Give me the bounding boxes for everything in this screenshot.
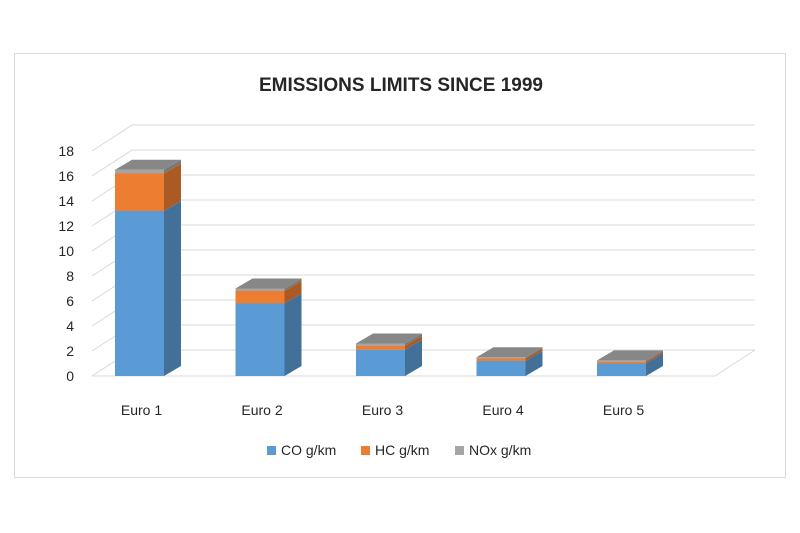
y-tick-label: 6 [66, 293, 74, 309]
bar-segment [356, 336, 422, 350]
y-tick-label: 8 [66, 268, 74, 284]
bar-side [164, 163, 181, 211]
bar-segment [597, 351, 663, 364]
bar-segment [597, 350, 663, 362]
bar-side [646, 351, 663, 364]
y-tick-label: 2 [66, 343, 74, 359]
legend-swatch [267, 446, 276, 455]
bar-front [115, 211, 164, 376]
bar-side [525, 347, 543, 359]
gridline-side [91, 149, 133, 177]
bar-front [597, 360, 646, 362]
bar-side [525, 348, 543, 361]
chart-frame: EMISSIONS LIMITS SINCE 1999 0 2 4 6 8 10 12 14 1… [14, 53, 786, 478]
chart-title: EMISSIONS LIMITS SINCE 1999 [259, 75, 543, 96]
bar-side [284, 278, 302, 291]
chart-svg: EMISSIONS LIMITS SINCE 1999 0 2 4 6 8 10 12 14 1… [58, 75, 756, 458]
x-category-label: Euro 1 [121, 402, 162, 418]
bar-segment [356, 339, 422, 376]
legend-swatch [455, 446, 464, 455]
bar-side [646, 353, 663, 376]
y-tick-label: 18 [58, 143, 74, 159]
bar-segment [115, 163, 181, 211]
bar-side [164, 201, 181, 376]
x-category-label: Euro 4 [482, 402, 523, 418]
bar-front [235, 288, 285, 291]
bar-segment [476, 351, 543, 376]
x-category-label: Euro 5 [603, 402, 644, 418]
x-axis-categories: Euro 1 Euro 2 Euro 3 Euro 4 Euro 5 [121, 402, 644, 418]
bar-side [405, 333, 422, 346]
y-axis-ticks: 0 2 4 6 8 10 12 14 16 18 [58, 143, 74, 384]
bar-front [476, 357, 526, 359]
y-tick-label: 16 [58, 168, 74, 184]
bar-front [597, 361, 646, 364]
gridlines [91, 124, 756, 377]
bar-front [476, 361, 526, 376]
bar-top [356, 333, 422, 344]
bar-top [476, 347, 543, 358]
bar-front [235, 303, 285, 376]
bar-front [356, 349, 405, 376]
legend-label: CO g/km [281, 442, 336, 458]
legend-swatch [361, 446, 370, 455]
bar-front [235, 291, 285, 304]
bar-front [476, 358, 526, 361]
bar-front [356, 343, 405, 346]
legend: CO g/km HC g/km NOx g/km [267, 442, 531, 458]
bar-side [284, 293, 302, 376]
y-tick-label: 0 [66, 368, 74, 384]
bar-side [164, 159, 181, 174]
bar-segment [235, 293, 302, 376]
legend-label: HC g/km [375, 442, 429, 458]
x-category-label: Euro 3 [362, 402, 403, 418]
bar-segment [356, 333, 422, 346]
bar-top [115, 159, 181, 170]
bar-side [405, 336, 422, 350]
bar-front [115, 173, 164, 211]
bar-side [284, 281, 302, 304]
bar-side [646, 350, 663, 362]
bar-segment [235, 281, 302, 304]
bar-segment [597, 353, 663, 376]
bar-segment [235, 278, 302, 291]
legend-label: NOx g/km [469, 442, 531, 458]
bar-segment [115, 201, 181, 376]
bar-side [405, 339, 422, 376]
y-tick-label: 10 [58, 243, 74, 259]
floor-edge-side [714, 349, 756, 377]
bar-front [356, 346, 405, 350]
bar-front [597, 363, 646, 376]
bar-segment [476, 348, 543, 361]
y-tick-label: 4 [66, 318, 74, 334]
bar-side [525, 351, 543, 376]
y-tick-label: 12 [58, 218, 74, 234]
bar-top [235, 278, 302, 289]
gridline-side [91, 124, 133, 152]
x-category-label: Euro 2 [241, 402, 282, 418]
bars [115, 159, 663, 376]
bar-top [597, 350, 663, 361]
bar-segment [115, 159, 181, 174]
y-tick-label: 14 [58, 193, 74, 209]
bar-front [115, 169, 164, 174]
bar-segment [476, 347, 543, 359]
